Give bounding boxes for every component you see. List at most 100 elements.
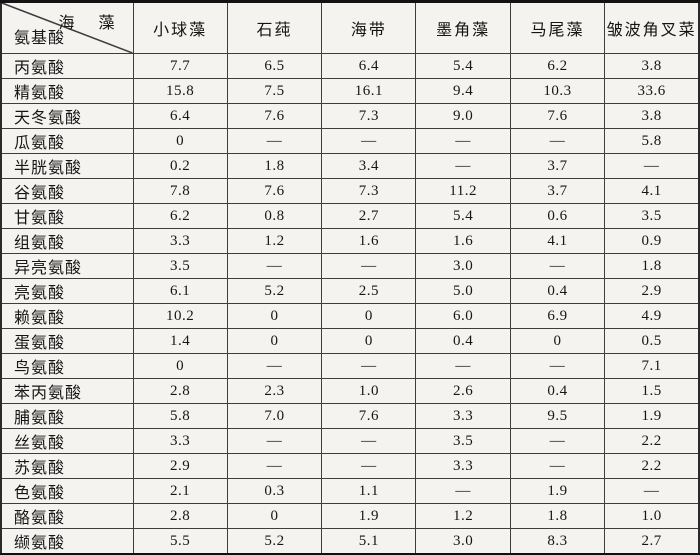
value-cell: 1.8 [604,253,700,279]
value-cell: — [415,353,511,379]
value-cell: — [226,253,323,279]
header-row: 海 藻 氨基酸 小球藻 石莼 海带 墨角藻 马尾藻 皱波角叉菜 [0,1,700,54]
table-row: 亮氨酸 6.1 5.2 2.5 5.0 0.4 2.9 [0,278,700,304]
value-cell: 0.4 [509,378,606,404]
value-cell: 7.6 [226,178,323,204]
value-cell: 9.5 [509,403,606,429]
value-cell: 11.2 [415,178,511,204]
value-cell: 10.2 [132,303,228,329]
value-cell: 1.1 [321,478,417,504]
value-cell: 0.3 [226,478,323,504]
value-cell: 7.6 [321,403,417,429]
row-label: 色氨酸 [0,478,134,504]
table-row: 精氨酸 15.8 7.5 16.1 9.4 10.3 33.6 [0,78,700,104]
value-cell: 6.5 [226,53,323,79]
value-cell: 3.8 [604,103,700,129]
value-cell: 2.2 [604,453,700,479]
value-cell: 0.5 [604,328,700,354]
value-cell: 2.9 [604,278,700,304]
value-cell: — [604,478,700,504]
value-cell: 7.0 [226,403,323,429]
value-cell: — [415,478,511,504]
value-cell: 5.8 [132,403,228,429]
value-cell: 5.0 [415,278,511,304]
table-row: 丝氨酸 3.3— —3.5—2.2 [0,428,700,454]
value-cell: — [321,128,417,154]
value-cell: 3.5 [132,253,228,279]
column-header-1: 小球藻 [132,1,228,54]
column-header-2: 石莼 [226,1,323,54]
value-cell: 0.8 [226,203,323,229]
value-cell: 1.9 [509,478,606,504]
value-cell: 2.7 [604,528,700,555]
value-cell: 2.7 [321,203,417,229]
value-cell: 3.7 [509,178,606,204]
value-cell: 1.5 [604,378,700,404]
value-cell: 2.6 [415,378,511,404]
value-cell: 3.7 [509,153,606,179]
value-cell: — [604,153,700,179]
value-cell: 1.0 [321,378,417,404]
value-cell: 2.1 [132,478,228,504]
value-cell: 0 [226,503,323,529]
value-cell: 1.6 [321,228,417,254]
table-body: 丙氨酸 7.7 6.5 6.4 5.4 6.2 3.8 精氨酸 15.8 7.5 16.1 9.4 10… [0,53,700,555]
value-cell: 16.1 [321,78,417,104]
value-cell: 8.3 [509,528,606,555]
value-cell: 7.1 [604,353,700,379]
value-cell: 10.3 [509,78,606,104]
value-cell: 3.8 [604,53,700,79]
value-cell: 1.2 [415,503,511,529]
value-cell: 0 [509,328,606,354]
column-header-6: 皱波角叉菜 [604,1,700,54]
value-cell: 3.0 [415,528,511,555]
corner-top-label: 海 藻 [58,15,125,32]
table-row: 半胱氨酸 0.2 1.8 3.4—3.7— [0,153,700,179]
table-row: 色氨酸 2.1 0.3 1.1—1.9— [0,478,700,504]
value-cell: 2.9 [132,453,228,479]
table-row: 甘氨酸 6.2 0.8 2.7 5.4 0.6 3.5 [0,203,700,229]
table-row: 丙氨酸 7.7 6.5 6.4 5.4 6.2 3.8 [0,53,700,79]
value-cell: 1.0 [604,503,700,529]
value-cell: 5.2 [226,278,323,304]
value-cell: 9.0 [415,103,511,129]
value-cell: 1.9 [321,503,417,529]
table-row: 缬氨酸 5.5 5.2 5.1 3.0 8.3 2.7 [0,528,700,555]
row-label: 丙氨酸 [0,53,134,79]
table-row: 鸟氨酸 0— — — —7.1 [0,353,700,379]
value-cell: 5.8 [604,128,700,154]
value-cell: 0 [321,328,417,354]
table-row: 酪氨酸 2.8 0 1.9 1.2 1.8 1.0 [0,503,700,529]
value-cell: 5.4 [415,53,511,79]
table-row: 苏氨酸 2.9— —3.3—2.2 [0,453,700,479]
value-cell: 5.4 [415,203,511,229]
value-cell: 0.4 [509,278,606,304]
table-row: 谷氨酸 7.8 7.6 7.3 11.2 3.7 4.1 [0,178,700,204]
column-header-3: 海带 [321,1,417,54]
row-label: 脯氨酸 [0,403,134,429]
value-cell: — [321,428,417,454]
value-cell: 0.4 [415,328,511,354]
row-label: 组氨酸 [0,228,134,254]
value-cell: — [509,128,606,154]
table-row: 赖氨酸 10.2 0 0 6.0 6.9 4.9 [0,303,700,329]
value-cell: 2.2 [604,428,700,454]
value-cell: 7.3 [321,103,417,129]
value-cell: 7.3 [321,178,417,204]
value-cell: — [415,153,511,179]
value-cell: 33.6 [604,78,700,104]
value-cell: 0 [226,303,323,329]
row-label: 苏氨酸 [0,453,134,479]
value-cell: — [509,253,606,279]
row-label: 鸟氨酸 [0,353,134,379]
value-cell: — [226,428,323,454]
value-cell: — [415,128,511,154]
value-cell: 4.1 [604,178,700,204]
row-label: 谷氨酸 [0,178,134,204]
value-cell: 1.8 [509,503,606,529]
value-cell: 7.7 [132,53,228,79]
value-cell: 4.9 [604,303,700,329]
value-cell: 6.4 [132,103,228,129]
value-cell: 2.3 [226,378,323,404]
